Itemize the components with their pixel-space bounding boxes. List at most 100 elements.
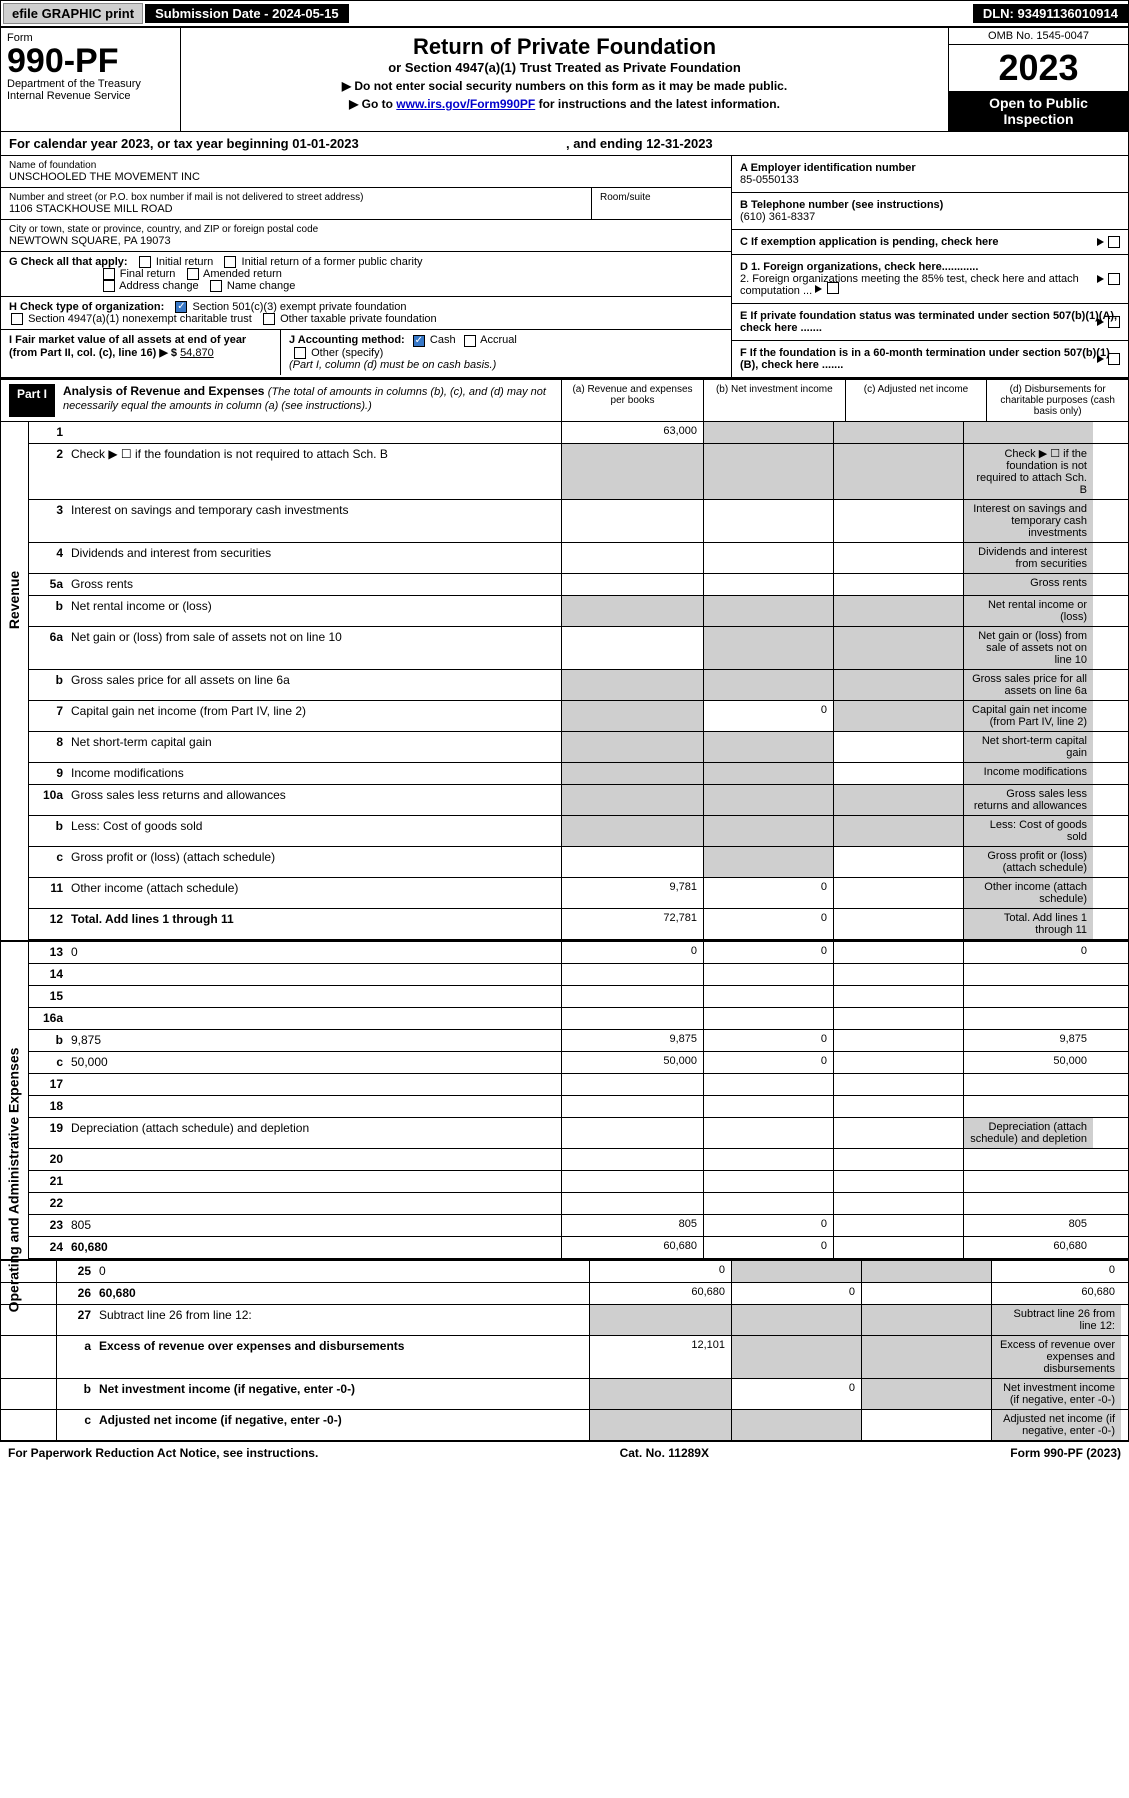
table-row: 2Check ▶ ☐ if the foundation is not requ…: [29, 444, 1128, 500]
col-a-value: 50,000: [561, 1052, 703, 1073]
check-cash[interactable]: [413, 335, 425, 347]
check-4947[interactable]: [11, 313, 23, 325]
col-c-value: [861, 1305, 991, 1335]
table-row: 5aGross rentsGross rents: [29, 574, 1128, 596]
line-desc: 60,680: [95, 1283, 589, 1304]
line-desc: [67, 422, 561, 443]
check-c[interactable]: [1108, 236, 1120, 248]
table-row: b9,8759,87509,875: [29, 1030, 1128, 1052]
form-footer: Form 990-PF (2023): [1010, 1446, 1121, 1460]
col-b-value: [703, 986, 833, 1007]
line-number: b: [57, 1379, 95, 1409]
check-accrual[interactable]: [464, 335, 476, 347]
open-to-public: Open to Public Inspection: [949, 91, 1128, 131]
line-desc: Gross sales less returns and allowances: [67, 785, 561, 815]
instr-goto: ▶ Go to www.irs.gov/Form990PF for instru…: [191, 97, 938, 111]
table-row: cGross profit or (loss) (attach schedule…: [29, 847, 1128, 878]
check-initial-public[interactable]: [224, 256, 236, 268]
check-f[interactable]: [1108, 353, 1120, 365]
check-address-change[interactable]: [103, 280, 115, 292]
check-d2[interactable]: [827, 282, 839, 294]
col-d-value: Capital gain net income (from Part IV, l…: [963, 701, 1093, 731]
col-d-value: [963, 964, 1093, 985]
table-row: 27Subtract line 26 from line 12:Subtract…: [1, 1305, 1128, 1336]
check-other-method[interactable]: [294, 347, 306, 359]
col-c-value: [833, 627, 963, 669]
col-d-value: Adjusted net income (if negative, enter …: [991, 1410, 1121, 1440]
irs-link[interactable]: www.irs.gov/Form990PF: [396, 97, 535, 111]
col-a-value: [561, 732, 703, 762]
line-desc: Capital gain net income (from Part IV, l…: [67, 701, 561, 731]
check-e[interactable]: [1108, 316, 1120, 328]
col-b-value: [703, 964, 833, 985]
check-name-change[interactable]: [210, 280, 222, 292]
page-footer: For Paperwork Reduction Act Notice, see …: [0, 1442, 1129, 1464]
h-check-row: H Check type of organization: Section 50…: [1, 297, 731, 330]
irs-label: Internal Revenue Service: [7, 90, 174, 102]
check-final-return[interactable]: [103, 268, 115, 280]
col-a-value: [561, 701, 703, 731]
col-a-value: [561, 763, 703, 784]
form-title: Return of Private Foundation: [191, 34, 938, 60]
col-c-value: [833, 1118, 963, 1148]
line-number: 18: [29, 1096, 67, 1117]
submission-date: Submission Date - 2024-05-15: [145, 4, 349, 23]
col-b-value: 0: [703, 701, 833, 731]
line-number: 14: [29, 964, 67, 985]
dept-treasury: Department of the Treasury: [7, 78, 174, 90]
col-b-value: [731, 1305, 861, 1335]
col-c-value: [833, 1030, 963, 1051]
line-desc: [67, 1171, 561, 1192]
col-d-value: [963, 1074, 1093, 1095]
instr-ssn: ▶ Do not enter social security numbers o…: [191, 79, 938, 93]
col-a-value: [561, 596, 703, 626]
table-row: 19Depreciation (attach schedule) and dep…: [29, 1118, 1128, 1149]
address-block: Number and street (or P.O. box number if…: [1, 188, 591, 219]
check-501c3[interactable]: [175, 301, 187, 313]
col-c-value: [833, 1215, 963, 1236]
col-a-value: 0: [561, 942, 703, 963]
line-number: 2: [29, 444, 67, 499]
line-number: b: [29, 816, 67, 846]
line-number: 6a: [29, 627, 67, 669]
col-a-value: [561, 543, 703, 573]
col-d-value: Total. Add lines 1 through 11: [963, 909, 1093, 939]
col-c-value: [833, 574, 963, 595]
col-a-value: [561, 816, 703, 846]
col-c-value: [833, 701, 963, 731]
col-d-head: (d) Disbursements for charitable purpose…: [986, 380, 1128, 421]
col-d-value: Depreciation (attach schedule) and deple…: [963, 1118, 1093, 1148]
table-row: 11Other income (attach schedule)9,7810Ot…: [29, 878, 1128, 909]
check-initial-return[interactable]: [139, 256, 151, 268]
col-a-value: [561, 847, 703, 877]
col-b-value: [703, 422, 833, 443]
e-terminated: E If private foundation status was termi…: [732, 304, 1128, 341]
col-a-value: [589, 1410, 731, 1440]
city-block: City or town, state or province, country…: [1, 220, 731, 252]
col-b-value: [703, 574, 833, 595]
check-other-taxable[interactable]: [263, 313, 275, 325]
cat-no: Cat. No. 11289X: [620, 1446, 709, 1460]
col-b-value: [703, 444, 833, 499]
col-c-value: [833, 785, 963, 815]
line-number: 12: [29, 909, 67, 939]
col-d-value: Gross sales less returns and allowances: [963, 785, 1093, 815]
i-fmv: I Fair market value of all assets at end…: [1, 330, 281, 374]
table-row: 163,000: [29, 422, 1128, 444]
line-number: b: [29, 670, 67, 700]
table-row: 18: [29, 1096, 1128, 1118]
col-c-value: [833, 732, 963, 762]
col-b-value: [703, 763, 833, 784]
col-a-value: 60,680: [561, 1237, 703, 1258]
line-desc: Excess of revenue over expenses and disb…: [95, 1336, 589, 1378]
col-a-value: [561, 986, 703, 1007]
check-d1[interactable]: [1108, 273, 1120, 285]
table-row: 12Total. Add lines 1 through 1172,7810To…: [29, 909, 1128, 940]
col-c-value: [861, 1410, 991, 1440]
efile-print-button[interactable]: efile GRAPHIC print: [3, 3, 143, 24]
table-row: 130000: [29, 942, 1128, 964]
line-desc: 60,680: [67, 1237, 561, 1258]
line-number: 8: [29, 732, 67, 762]
col-c-value: [833, 596, 963, 626]
check-amended-return[interactable]: [187, 268, 199, 280]
